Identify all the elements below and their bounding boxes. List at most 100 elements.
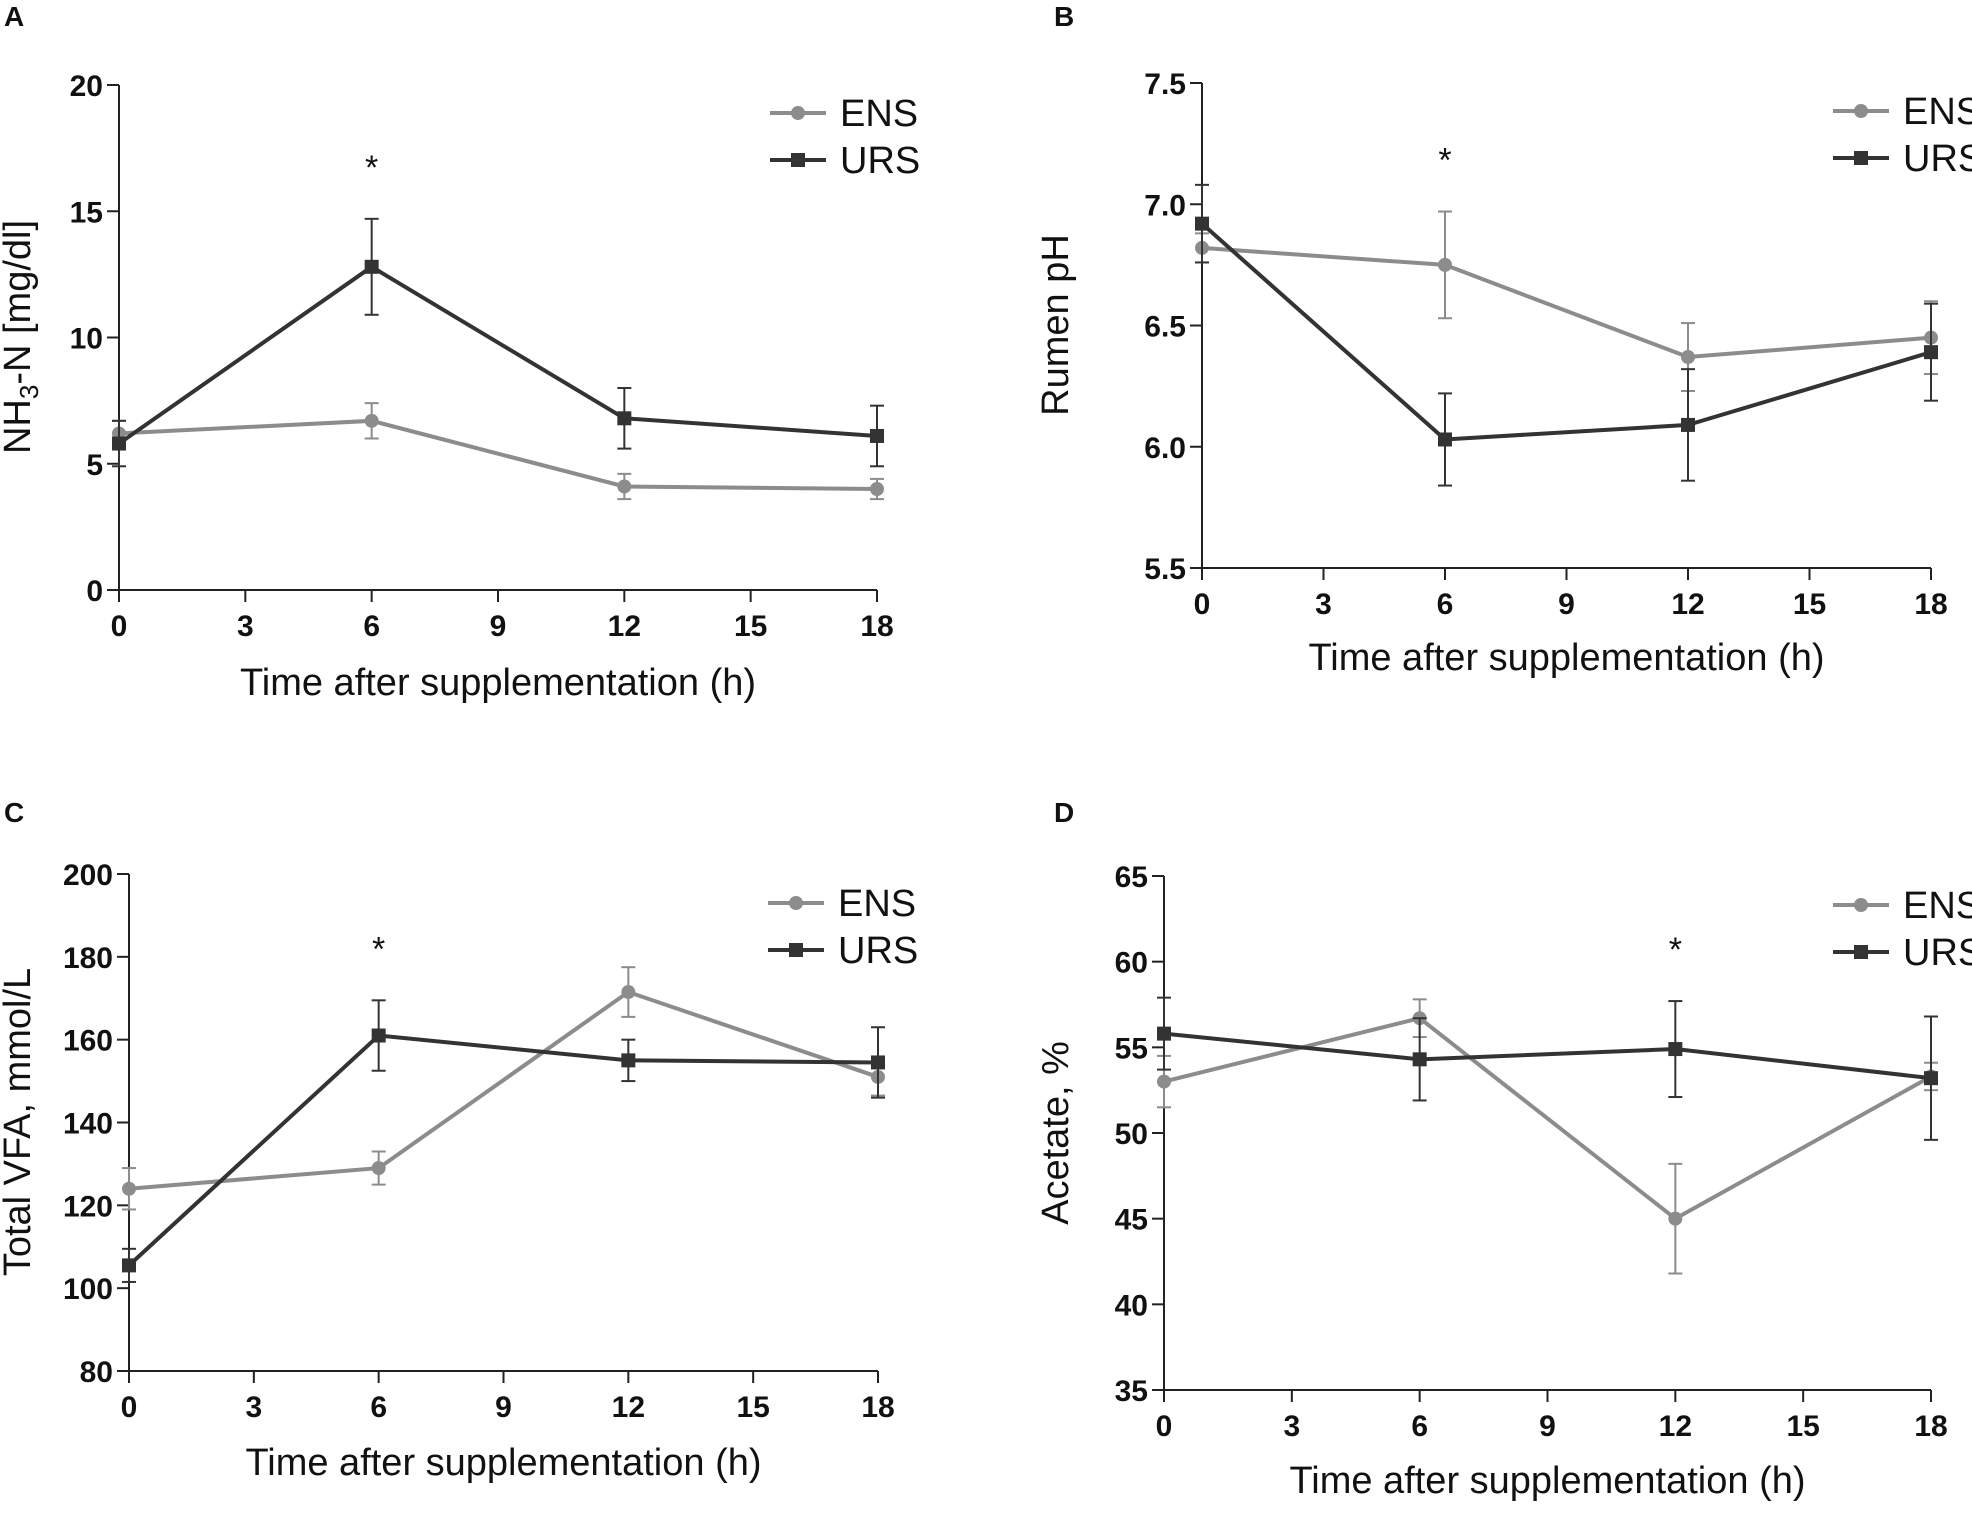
data-point [371,1161,386,1176]
x-tick-label: 18 [860,610,893,643]
legend-label: ENS [840,93,918,135]
legend-label: ENS [1903,91,1972,133]
y-tick-label: 35 [1115,1375,1148,1408]
data-point [364,413,379,428]
legend-label: URS [840,140,920,182]
legend-marker [1854,151,1868,165]
y-tick-label: 20 [70,70,103,103]
panel-d: D 0 3 6 9 12 15 18 35 40 45 50 55 60 65 Time after supp… [1035,797,1972,1502]
x-tick-label: 12 [1659,1410,1692,1443]
legend-label: URS [1903,932,1972,974]
x-tick-label: 3 [1283,1410,1300,1443]
data-point [1668,1211,1683,1226]
data-point [1195,216,1209,231]
y-tick-label: 7.0 [1144,189,1186,222]
legend-marker [791,153,805,167]
data-point [621,985,636,1000]
x-axis-title: Time after supplementation (h) [1289,1460,1805,1502]
x-tick-label: 6 [1437,588,1454,621]
significance-marker: * [365,149,378,187]
series-line [1163,1031,1932,1081]
series-urs: URS [122,930,918,1283]
panel-c: C 0 3 6 9 12 15 18 80 100 120 140 160 180 200 Time afte… [0,797,918,1484]
x-tick-label: 6 [1411,1410,1428,1443]
y-tick-label: 55 [1115,1032,1148,1065]
x-tick-label: 0 [121,1391,138,1424]
y-axis-title: NH3-N [mg/dl] [0,220,44,454]
panel-a: A 0 3 6 9 12 15 18 0 5 10 15 20 Time after supplement… [0,1,920,704]
y-tick-label: 60 [1115,947,1148,980]
legend-marker [1854,104,1868,118]
data-point [122,1258,136,1273]
legend-label: URS [1903,138,1972,180]
y-axis-title-part: Rumen pH [1035,234,1077,416]
y-tick-label: 160 [63,1025,113,1058]
y-tick-label: 120 [63,1190,113,1223]
x-tick-label: 3 [245,1391,262,1424]
data-point [1668,1042,1683,1057]
legend-label: ENS [838,883,916,925]
y-tick-label: 100 [63,1273,113,1306]
y-tick-label: 7.5 [1144,68,1186,101]
x-tick-label: 18 [1914,1410,1947,1443]
significance-marker: * [1669,931,1682,969]
x-tick-label: 0 [1156,1410,1173,1443]
data-point [870,482,884,496]
x-axis-title: Time after supplementation (h) [245,1442,761,1484]
legend-marker [789,943,803,957]
series-urs: URS [112,140,920,468]
y-tick-label: 0 [86,575,103,608]
x-tick-label: 9 [495,1391,512,1424]
legend-label: ENS [1903,885,1972,927]
x-tick-label: 18 [861,1391,894,1424]
data-point [122,1181,136,1196]
series-line [1200,222,1932,442]
y-axis-title-subscript: 3 [14,385,44,399]
data-point [112,436,126,451]
data-point [617,479,632,494]
x-tick-label: 12 [612,1391,645,1424]
series-line [1163,1016,1932,1222]
x-tick-label: 18 [1914,588,1947,621]
y-tick-label: 6.0 [1144,432,1186,465]
panel-letter: D [1054,797,1074,828]
series-line [127,1033,879,1267]
data-point [371,1028,386,1043]
data-point [1157,1074,1171,1089]
x-tick-label: 15 [1786,1410,1819,1443]
series-ens: ENS [1195,91,1972,392]
data-point [1924,1071,1938,1086]
y-tick-label: 15 [70,196,103,229]
x-tick-label: 6 [370,1391,387,1424]
panel-letter: B [1054,1,1074,32]
significance-marker: * [1438,142,1451,180]
series-ens: ENS [112,93,918,501]
x-axis-title: Time after supplementation (h) [240,662,756,704]
x-tick-label: 3 [237,610,254,643]
panel-b: B 0 3 6 9 12 15 18 5.5 6.0 6.5 7.0 7.5 Time after sup… [1035,1,1972,679]
y-tick-label: 200 [63,859,113,892]
y-tick-label: 65 [1115,861,1148,894]
x-tick-label: 12 [608,610,641,643]
y-axis-title-part: Acetate, % [1035,1041,1077,1225]
y-axis-title-part: -N [mg/dl] [0,220,39,385]
data-point [871,1055,885,1070]
series-urs: URS [1157,932,1972,1141]
x-tick-label: 12 [1671,588,1704,621]
x-axis-title: Time after supplementation (h) [1308,637,1824,679]
data-point [1438,432,1452,447]
x-tick-label: 0 [1194,588,1211,621]
legend-marker [789,896,803,910]
series-ens: ENS [1157,885,1972,1275]
data-point [1412,1052,1427,1067]
y-tick-label: 5 [86,449,103,482]
legend-marker [791,106,805,120]
series-urs: URS [1195,138,1972,487]
x-tick-label: 9 [1558,588,1575,621]
y-tick-label: 140 [63,1108,113,1141]
y-axis-title: Acetate, % [1035,1041,1077,1225]
panel-letter: A [4,1,24,32]
y-tick-label: 10 [70,323,103,356]
